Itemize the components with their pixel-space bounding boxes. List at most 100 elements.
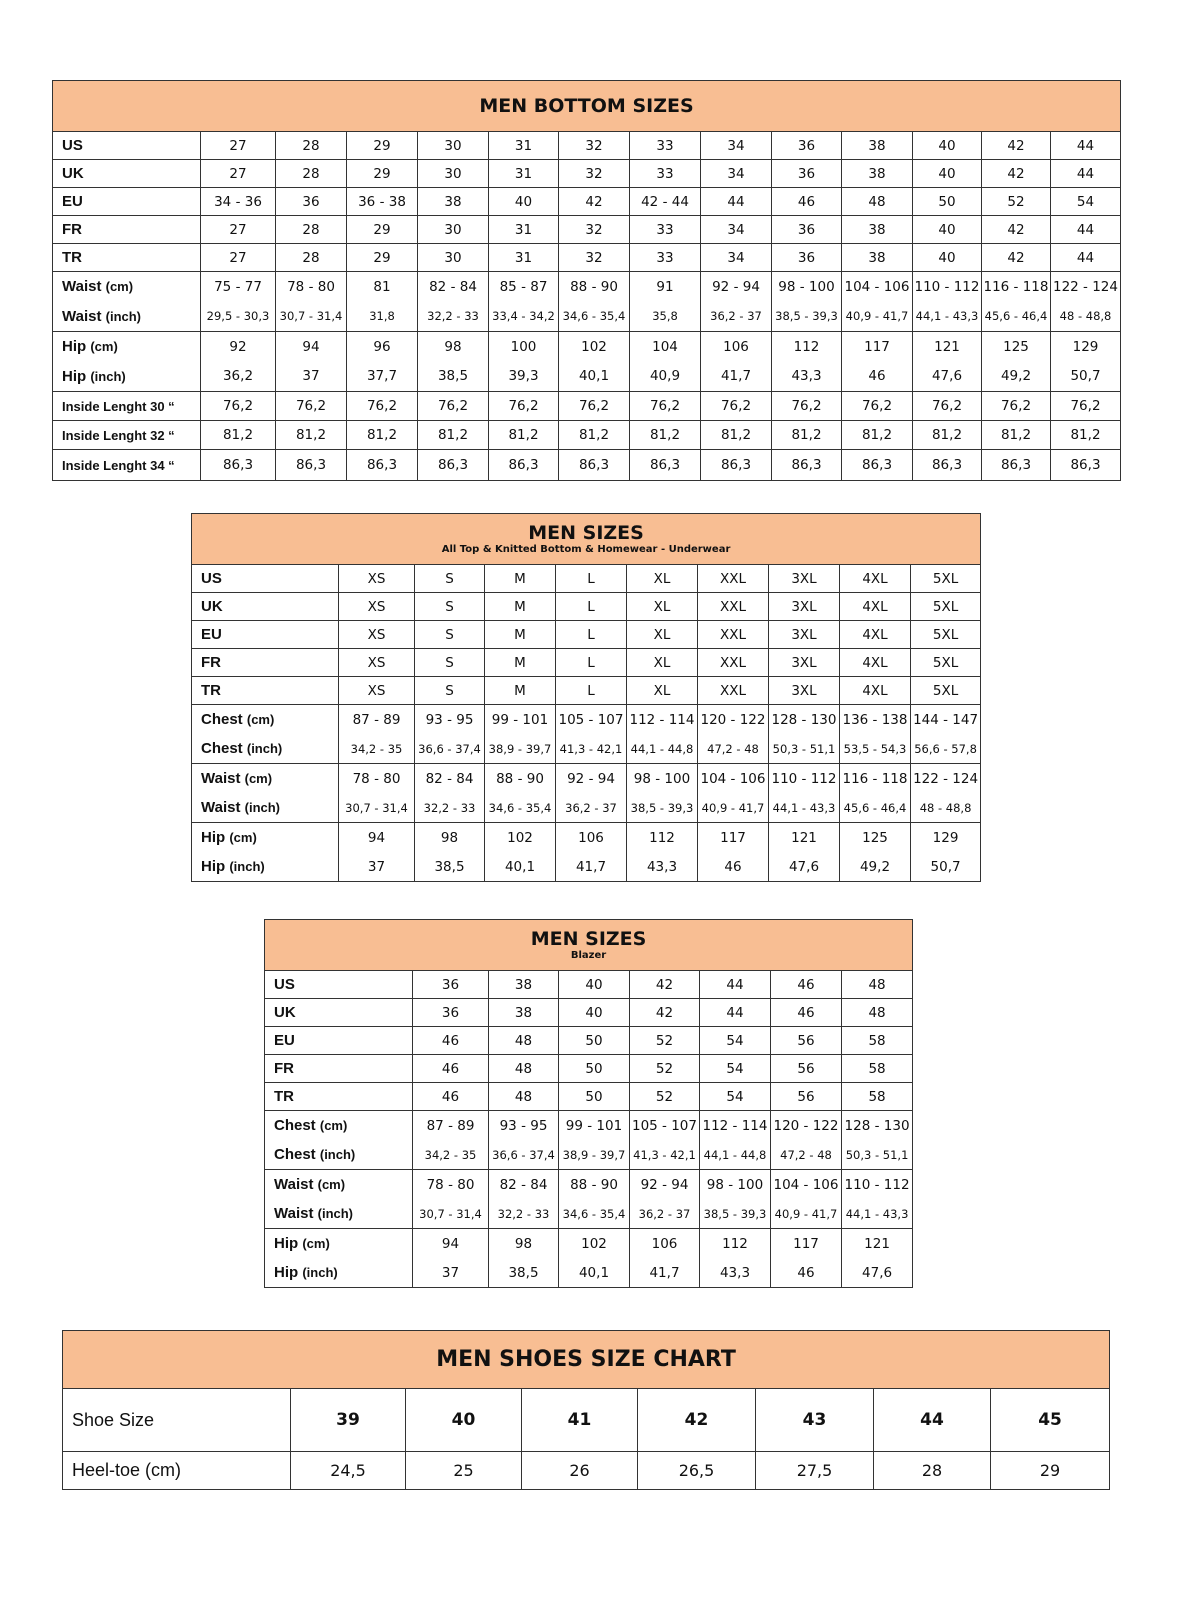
table-cell: 30,7 - 31,4 [275,301,347,332]
table-cell: 38,5 [417,361,489,392]
label-text: EU [274,1032,295,1049]
table-cell: 93 - 95 [488,1110,559,1140]
table-cell: 5XL [909,620,982,649]
label-text: UK [62,165,84,182]
table-cell: S [414,648,485,677]
table-cell: 36 [771,159,842,188]
table-cell: 56 [770,1026,842,1055]
row-label: UK [264,998,413,1027]
row-label: FR [264,1054,413,1083]
table-cell: 49,2 [981,361,1051,392]
row-label: Waist (inch) [264,1199,413,1229]
table-cell: 86,3 [346,449,418,481]
label-text: FR [201,654,221,671]
row-label: Inside Lenght 32 “ [52,420,201,450]
table-cell: 42 [558,187,630,216]
table-cell: 36,2 - 37 [555,793,627,823]
table-cell: 86,3 [200,449,276,481]
table-cell: 44 [1049,243,1122,272]
label-text: US [274,976,295,993]
table-cell: 81,2 [417,420,489,450]
table-cell: 44,1 - 43,3 [840,1199,914,1229]
table-title: MEN SHOES SIZE CHART [436,1346,736,1372]
table-cell: 29 [989,1451,1111,1490]
table-cell: 46 [412,1082,489,1111]
table-cell: 104 [629,331,701,362]
table-cell: 3XL [768,676,840,705]
table-cell: 98 [414,822,485,852]
table-cell: 92 - 94 [700,271,772,302]
label-text: Hip [62,367,87,385]
table-cell: 76,2 [912,391,982,421]
table-cell: 54 [1049,187,1122,216]
table-cell: 56 [770,1054,842,1083]
label-unit: (inch) [246,741,283,756]
table-cell: 5XL [909,648,982,677]
label-unit: (cm) [229,830,257,845]
table-cell: 34,6 - 35,4 [558,1199,630,1229]
table-cell: 116 - 118 [981,271,1051,302]
label-text: Chest [274,1117,316,1134]
table-row: Hip (inch) 37 38,5 40,1 41,7 43,3 46 47,6 [264,1258,914,1288]
table-cell: 105 - 107 [555,704,627,734]
table-cell: 76,2 [346,391,418,421]
table-cell: 33 [629,159,701,188]
table-cell: 46 [412,1054,489,1083]
table-cell: 98 [417,331,489,362]
shoes-size-table: MEN SHOES SIZE CHART Shoe Size 39 40 41 42 43 4… [61,1330,1111,1490]
table-cell: 110 - 112 [768,763,840,793]
table-cell: 48 [488,1082,559,1111]
table-cell: 34,2 - 35 [338,734,415,764]
table-cell: 30 [417,131,489,160]
table-cell: 81,2 [912,420,982,450]
table-cell: 52 [629,1082,700,1111]
table-cell: 46 [771,187,842,216]
table-cell: 36 [412,998,489,1027]
table-cell: 121 [840,1228,914,1258]
table-cell: 32 [558,215,630,244]
table-row: Inside Lenght 30 “76,2 76,2 76,2 76,2 76,2 76… [52,391,1122,421]
table-cell: 34 [700,131,772,160]
table-cell: 78 - 80 [412,1169,489,1199]
table-cell: 58 [840,1026,914,1055]
table-cell: 47,6 [840,1258,914,1288]
label-unit: (inch) [302,1265,338,1280]
table-cell: 87 - 89 [412,1110,489,1140]
table-cell: 121 [912,331,982,362]
table-cell: 43,3 [626,852,698,882]
table-cell: 29 [346,131,418,160]
table-cell: 99 - 101 [558,1110,630,1140]
table-cell: S [414,676,485,705]
table-cell: 106 [700,331,772,362]
row-label: FR [191,648,339,677]
table-cell: 32,2 - 33 [414,793,485,823]
table-cell: 50 [558,1026,630,1055]
label-unit: (cm) [246,712,275,727]
row-label: US [264,970,413,999]
label-text: TR [274,1088,294,1105]
table-cell: XL [626,620,698,649]
label-unit: (inch) [90,368,126,384]
table-row: Chest (cm) 87 - 89 93 - 95 99 - 101 105 - 10… [264,1110,914,1140]
table-cell: 40,9 - 41,7 [697,793,769,823]
table-cell: 38 [488,970,559,999]
table-cell: 36 [771,131,842,160]
table-row: TR 27 28 29 30 31 32 33 34 36 38 40 42 44 [52,243,1122,272]
table-cell: S [414,564,485,593]
table-cell: 38 [841,243,913,272]
table-cell: 112 - 114 [699,1110,771,1140]
table-cell: 38 [841,215,913,244]
table-row: Heel-toe (cm) 24,5 25 26 26,5 27,5 28 29 [62,1451,1111,1490]
table-cell: 128 - 130 [768,704,840,734]
bottom-size-table: MEN BOTTOM SIZES US 27 28 29 30 31 32 33 34 36 38 40… [51,80,1122,481]
table-cell: 40 [488,187,559,216]
table-cell: 144 - 147 [909,704,982,734]
table-cell: 46 [841,361,913,392]
table-cell: 76,2 [1049,391,1122,421]
table-cell: 40 [912,131,982,160]
table-cell: 104 - 106 [841,271,913,302]
table-cell: M [484,564,556,593]
label-text: Waist [274,1205,314,1222]
table-cell: 81,2 [275,420,347,450]
label-text: Inside Lenght 30 “ [62,398,175,414]
